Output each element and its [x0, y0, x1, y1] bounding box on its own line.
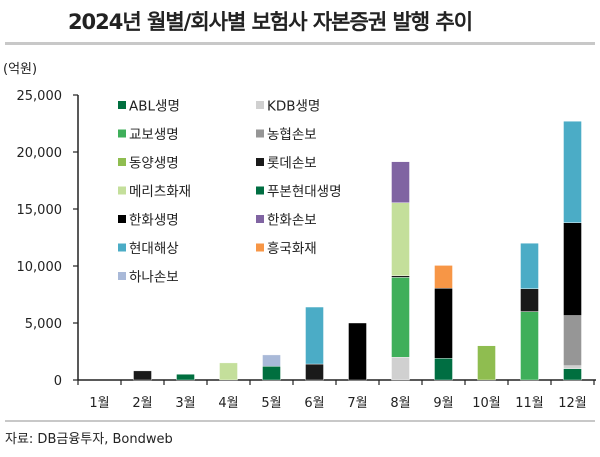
chart-title: 2024년 월별/회사별 보험사 자본증권 발행 추이 [67, 10, 473, 34]
legend-label: 롯데손보 [267, 156, 317, 172]
bar-segment [391, 202, 410, 276]
y-axis-unit-label: (억원) [3, 62, 38, 77]
x-tick-label: 6월 [304, 396, 324, 411]
y-tick-label: 5,000 [25, 317, 62, 332]
x-tick-label: 10월 [472, 396, 501, 411]
legend-swatch [256, 186, 264, 195]
legend-label: 하나손보 [129, 270, 179, 286]
legend-label: 메리츠화재 [129, 184, 191, 200]
x-tick-label: 4월 [218, 396, 238, 411]
legend-label: 현대해상 [129, 241, 179, 257]
bar-segment [391, 275, 410, 278]
bar-segment [391, 161, 410, 203]
legend-label: 흥국화재 [267, 241, 317, 257]
legend-label: 한화생명 [129, 213, 179, 229]
x-tick-label: 2월 [132, 396, 152, 411]
y-tick-label: 20,000 [17, 146, 63, 161]
legend-swatch [118, 272, 126, 280]
bar-segment [305, 306, 324, 365]
legend-swatch [118, 215, 126, 223]
source-divider [5, 420, 595, 422]
x-tick-label: 9월 [433, 396, 453, 411]
bar-segment [520, 242, 539, 289]
bar-segment [563, 315, 582, 366]
legend-swatch [118, 101, 126, 109]
legend-label: 동양생명 [129, 156, 179, 172]
bar-segment [477, 345, 496, 381]
legend-swatch [256, 129, 264, 138]
bar-segment [176, 374, 195, 381]
legend-label: ABL생명 [129, 99, 180, 115]
legend-swatch [256, 215, 264, 223]
bar-segment [434, 288, 453, 359]
title-divider [5, 42, 595, 45]
bar-segment [305, 363, 324, 381]
y-tick-label: 15,000 [17, 203, 63, 218]
bar-segment [520, 311, 539, 381]
x-tick-label: 12월 [558, 396, 587, 411]
source-note: 자료: DB금융투자, Bondweb [5, 432, 173, 447]
x-tick-label: 11월 [515, 396, 544, 411]
bar-segment [563, 365, 582, 369]
legend-swatch [118, 243, 126, 252]
bar-segment [434, 265, 453, 289]
bar-segment [391, 357, 410, 381]
bar-segment [391, 277, 410, 358]
legend-label: 교보생명 [129, 127, 179, 143]
bar-segment [262, 366, 281, 381]
x-tick-label: 3월 [175, 396, 195, 411]
y-tick-label: 10,000 [17, 260, 63, 275]
bar-segment [434, 358, 453, 381]
legend-label: KDB생명 [267, 99, 320, 115]
legend-swatch [118, 129, 126, 138]
legend-label: 푸본현대생명 [267, 184, 342, 200]
legend-swatch [118, 158, 126, 166]
x-tick-label: 1월 [89, 396, 109, 411]
bar-segment [563, 121, 582, 223]
legend-swatch [256, 101, 264, 109]
legend-swatch [256, 158, 264, 166]
legend-label: 한화손보 [267, 213, 317, 229]
legend-swatch [118, 186, 126, 195]
stacked-bar-chart: 0 5,000 10,000 15,000 20,000 25,000 1월 2월 3월 4월 5월… [17, 89, 596, 411]
bar-segment [520, 288, 539, 312]
x-tick-label: 7월 [347, 396, 367, 411]
bar-segment [563, 222, 582, 316]
bar-segment [133, 370, 152, 381]
y-tick-label: 0 [54, 374, 62, 389]
legend-label: 농협손보 [267, 127, 317, 143]
x-tick-label: 5월 [261, 396, 281, 411]
x-tick-label: 8월 [390, 396, 410, 411]
bar-segment [219, 362, 238, 381]
bar-segment [348, 322, 367, 381]
legend-swatch [256, 243, 264, 252]
bar-segment [563, 368, 582, 381]
bar-segment [262, 354, 281, 367]
y-tick-label: 25,000 [17, 89, 63, 104]
